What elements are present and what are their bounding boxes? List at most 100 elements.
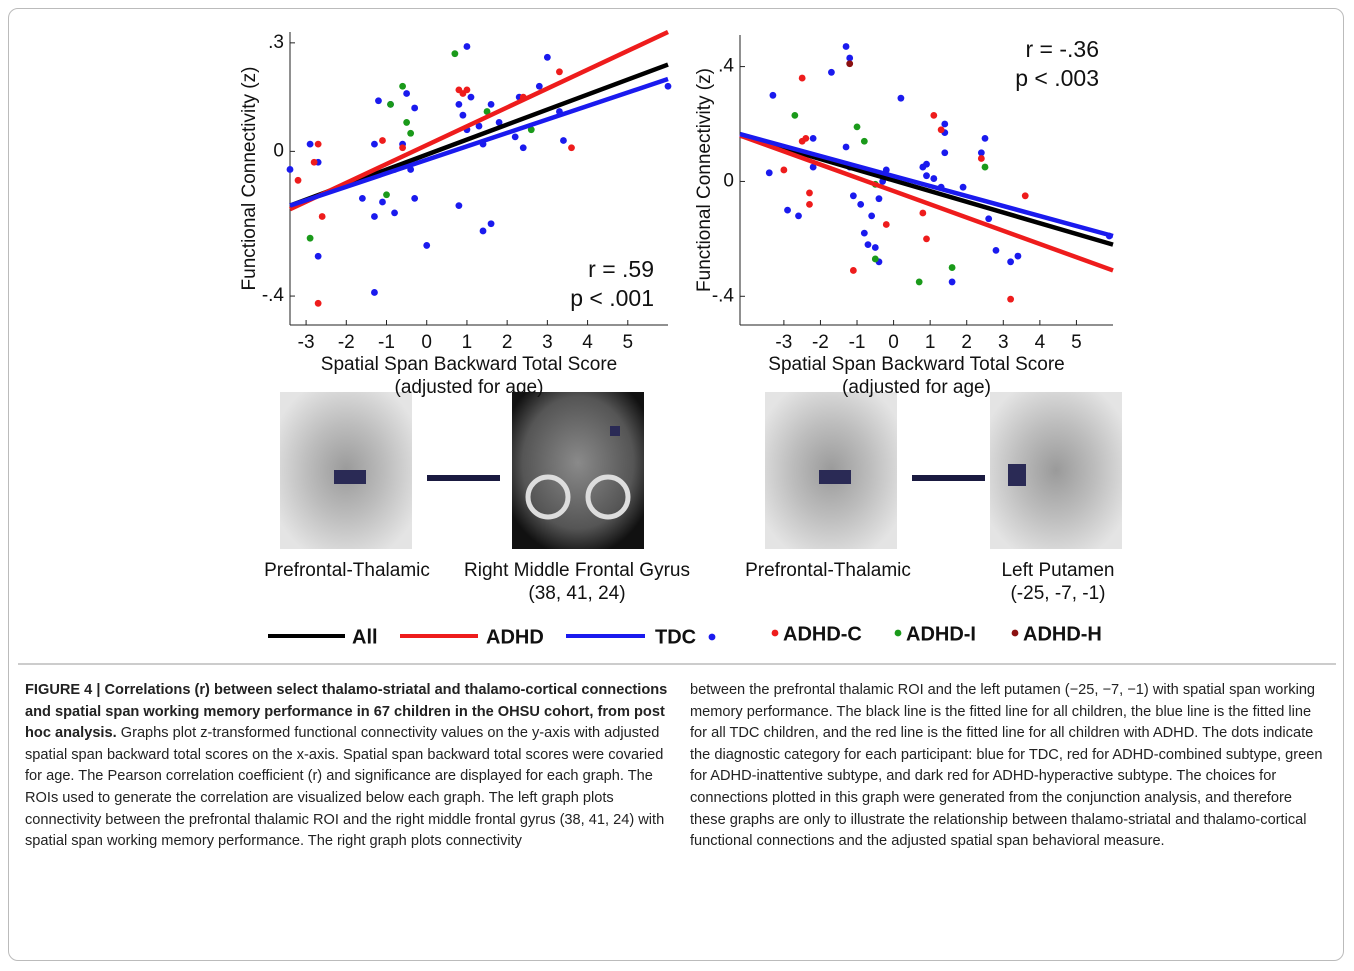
point (982, 135, 989, 142)
x-tick-label: 5 (1071, 332, 1082, 353)
point (387, 101, 394, 108)
point (872, 244, 879, 251)
point (791, 112, 798, 119)
y-tick-label: 0 (273, 140, 284, 161)
point (784, 207, 791, 214)
y-tick-label: .3 (268, 32, 284, 53)
point (407, 130, 414, 137)
point (766, 169, 773, 176)
point (455, 202, 462, 209)
x-tick-label: 0 (421, 332, 432, 353)
x-tick-label: 1 (925, 332, 936, 353)
point (307, 141, 314, 148)
point (770, 92, 777, 99)
point (371, 213, 378, 220)
point (861, 230, 868, 237)
point (403, 90, 410, 97)
point (850, 192, 857, 199)
legend-label: ADHD-C (783, 623, 862, 645)
point (868, 212, 875, 219)
point (311, 159, 318, 166)
page: -3-2-1012345.30-.4Functional Connectivit… (0, 0, 1354, 971)
point (371, 289, 378, 296)
fit-line (290, 79, 668, 206)
point (379, 137, 386, 144)
legend-label: TDC (655, 626, 696, 648)
x-tick-label: 5 (622, 332, 633, 353)
point (846, 60, 853, 67)
point (850, 267, 857, 274)
figure: -3-2-1012345.30-.4Functional Connectivit… (0, 0, 1354, 670)
point (371, 141, 378, 148)
point (399, 144, 406, 151)
point (460, 112, 467, 119)
point (949, 279, 956, 286)
point (315, 300, 322, 307)
point (512, 134, 519, 141)
point (287, 166, 294, 173)
point (993, 247, 1000, 254)
x-tick-label: 2 (502, 332, 513, 353)
fit-line (740, 135, 1113, 244)
point (307, 235, 314, 242)
point (854, 123, 861, 130)
annotation: p < .001 (570, 285, 654, 311)
x-axis-label: (adjusted for age) (395, 377, 544, 398)
x-tick-label: -2 (338, 332, 355, 353)
x-tick-label: 4 (582, 332, 593, 353)
x-tick-label: -1 (378, 332, 395, 353)
legend-label: All (352, 626, 378, 648)
point (1007, 258, 1014, 265)
point (982, 164, 989, 171)
legend-dot (709, 634, 716, 641)
x-axis-label: Spatial Span Backward Total Score (768, 354, 1064, 375)
y-axis-label: Functional Connectivity (z) (694, 68, 715, 292)
point (383, 191, 390, 198)
point (379, 199, 386, 206)
roi-blob (1008, 464, 1026, 486)
legend-dot (772, 630, 779, 637)
x-tick-label: 4 (1035, 332, 1046, 353)
roi-blob (334, 470, 366, 484)
point (780, 167, 787, 174)
point (938, 126, 945, 133)
point (861, 138, 868, 145)
point (806, 190, 813, 197)
point (568, 144, 575, 151)
roi-label: Prefrontal-Thalamic (264, 560, 430, 581)
point (536, 83, 543, 90)
point (1007, 296, 1014, 303)
y-axis-label: Functional Connectivity (z) (239, 67, 260, 291)
legend-dot (1012, 630, 1019, 637)
point (810, 135, 817, 142)
x-tick-label: -2 (812, 332, 829, 353)
fit-line (740, 135, 1113, 270)
point (468, 94, 475, 101)
y-tick-label: -.4 (262, 285, 285, 306)
point (865, 241, 872, 248)
point (1015, 253, 1022, 260)
legend-label: ADHD-I (906, 623, 976, 645)
point (403, 119, 410, 126)
x-tick-label: 0 (888, 332, 899, 353)
roi-label: Prefrontal-Thalamic (745, 560, 911, 581)
roi-blob (819, 470, 851, 484)
point (560, 137, 567, 144)
point (488, 101, 495, 108)
point (795, 212, 802, 219)
point (480, 228, 487, 235)
point (451, 50, 458, 57)
point (520, 144, 527, 151)
point (857, 201, 864, 208)
point (375, 97, 382, 104)
x-tick-label: 3 (542, 332, 553, 353)
point (315, 253, 322, 260)
point (843, 144, 850, 151)
point (978, 155, 985, 162)
point (843, 43, 850, 50)
x-tick-label: -1 (849, 332, 866, 353)
x-axis-label: (adjusted for age) (842, 377, 991, 398)
point (941, 149, 948, 156)
legend-label: ADHD (486, 626, 544, 648)
point (941, 121, 948, 128)
